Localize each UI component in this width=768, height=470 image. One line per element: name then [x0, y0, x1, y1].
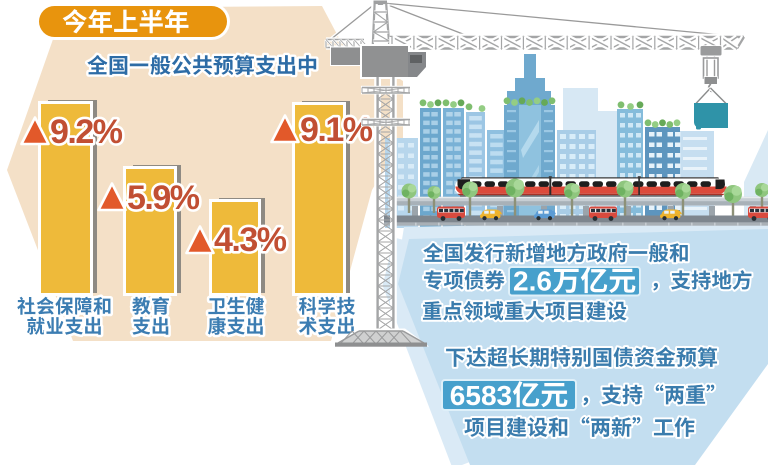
svg-text:5.9%: 5.9% [127, 179, 200, 217]
svg-text:9.1%: 9.1% [300, 111, 373, 149]
svg-text:9.2%: 9.2% [50, 113, 123, 151]
svg-text:6583: 6583 [450, 380, 512, 411]
svg-text:2.6: 2.6 [513, 266, 552, 297]
svg-text:4.3%: 4.3% [214, 221, 287, 259]
